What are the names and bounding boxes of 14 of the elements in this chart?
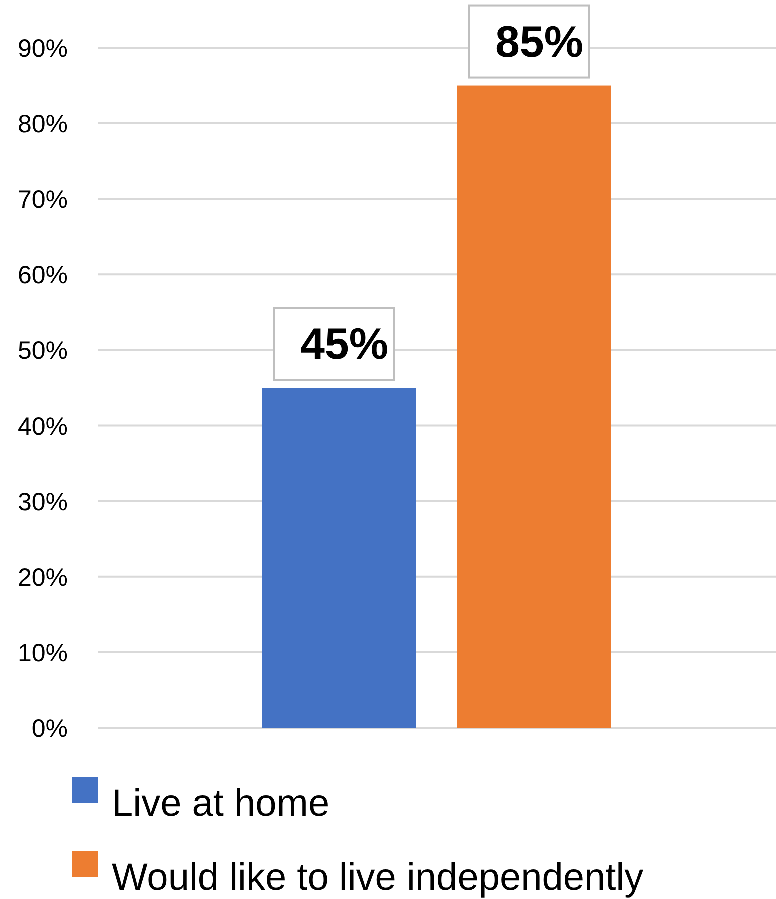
legend-label: Live at home (112, 783, 330, 825)
y-tick-label: 10% (18, 639, 68, 668)
data-label: 45% (300, 320, 389, 369)
data-label: 85% (495, 18, 584, 67)
y-tick-label: 0% (32, 715, 68, 743)
y-tick-label: 90% (18, 35, 68, 63)
y-tick-label: 80% (18, 110, 68, 139)
y-tick-label: 30% (18, 488, 68, 516)
y-tick-label: 40% (18, 412, 68, 441)
y-tick-label: 60% (18, 262, 68, 290)
y-tick-label: 50% (18, 337, 68, 366)
legend-label: Would like to live independently (112, 857, 644, 899)
y-tick-label: 70% (18, 186, 68, 214)
y-tick-label: 20% (18, 564, 68, 592)
